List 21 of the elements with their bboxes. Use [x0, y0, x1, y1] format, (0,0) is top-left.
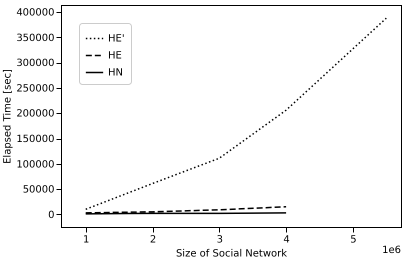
- x-axis-title: Size of Social Network: [176, 248, 288, 260]
- y-tick-label: 300000: [16, 58, 54, 70]
- text: 1e6: [382, 245, 401, 256]
- y-tick-label: 400000: [16, 8, 54, 19]
- line-series: [84, 17, 388, 210]
- y-tick-label: 150000: [16, 134, 54, 146]
- legend-label: HN: [108, 68, 123, 78]
- y-tick-label: 100000: [16, 159, 54, 170]
- x-tick-label: 1: [83, 234, 90, 246]
- legend-label: HE': [108, 34, 125, 44]
- y-tick-label: 250000: [16, 83, 54, 94]
- y-tick-label: 50000: [22, 184, 54, 196]
- legend-label: HE: [108, 50, 122, 62]
- x-tick-label: 5: [350, 234, 357, 246]
- y-tick-label: 350000: [16, 32, 54, 44]
- x-tick-label: 4: [283, 234, 290, 246]
- x-tick-label: 2: [150, 234, 156, 246]
- y-tick-label: 200000: [16, 108, 54, 120]
- x-tick-label: 3: [216, 234, 223, 246]
- y-tick-label: 0: [48, 210, 54, 221]
- y-axis-title: Elapsed Time [sec]: [2, 69, 14, 164]
